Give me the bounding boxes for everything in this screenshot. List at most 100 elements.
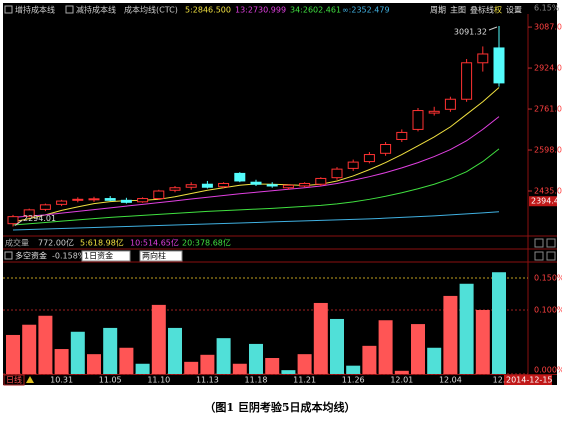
bar — [87, 354, 101, 374]
annotation-arrow — [488, 26, 498, 31]
bar — [330, 318, 344, 374]
dropdown-text[interactable]: 两向柱 — [142, 251, 166, 261]
candle-body — [396, 131, 408, 140]
panel-icon[interactable] — [4, 251, 13, 260]
bar — [443, 295, 458, 374]
price-marker — [529, 196, 557, 207]
y-tick-label: 0.100% — [534, 306, 562, 315]
x-tick-label: 11.13 — [196, 376, 219, 385]
bar — [378, 320, 393, 374]
candle-body — [201, 183, 213, 188]
toolbar-item[interactable]: 成本均线(CTC) — [124, 5, 178, 15]
ma-line — [12, 116, 500, 218]
fund-value: -0.158% — [52, 252, 86, 261]
x-tick-label: 11.05 — [99, 376, 122, 385]
bar — [184, 361, 199, 374]
x-tick-label: 11.10 — [147, 376, 170, 385]
legend-entry: 13:2730.999 — [235, 6, 286, 15]
ma-line — [12, 148, 500, 226]
period-icon[interactable] — [26, 376, 34, 383]
bar — [459, 283, 474, 374]
candle-body — [412, 110, 424, 130]
y-tick-label: 2598.0 — [534, 146, 562, 155]
bar — [168, 327, 182, 374]
candle-body — [380, 143, 392, 154]
x-tick-label: 11.26 — [342, 376, 365, 385]
candle-body — [153, 190, 165, 200]
candle-body — [7, 216, 19, 225]
checkbox[interactable] — [65, 5, 74, 14]
fund-title: 多空资金 — [15, 251, 47, 261]
candle-body — [477, 53, 489, 64]
dropdown-text[interactable]: 1日资金 — [84, 251, 113, 261]
candle-body — [120, 199, 132, 203]
bar — [249, 343, 263, 374]
candle-body — [234, 172, 246, 182]
cursor-date: 2014-12-15 — [506, 376, 553, 385]
volume-title: 成交量 — [5, 238, 29, 248]
bar — [216, 338, 231, 374]
legend-entry: 34:2602.461 — [290, 6, 341, 15]
menu-item[interactable]: 周期 — [430, 6, 446, 15]
bar — [265, 358, 280, 374]
legend-entry: 5:2846.500 — [185, 6, 231, 15]
toolbar-item[interactable]: 减持成本线 — [76, 5, 116, 15]
y-tick-label: 0.150% — [534, 274, 562, 283]
caption: （图1 巨阴考验5日成本均线） — [204, 400, 355, 414]
candle-body — [266, 184, 278, 187]
checkbox[interactable] — [4, 5, 13, 14]
panel-button[interactable] — [546, 251, 556, 261]
corner-label: 6.15% — [534, 4, 560, 13]
candle-body — [72, 198, 84, 201]
menu-item[interactable]: 叠标线 — [470, 5, 494, 15]
candle-body — [56, 200, 68, 205]
candle-body — [363, 154, 375, 163]
bar — [200, 354, 215, 374]
menu-item[interactable]: 主图 — [450, 5, 466, 15]
candle-body — [104, 198, 116, 201]
candle-body — [347, 161, 359, 169]
bar — [151, 304, 166, 374]
bar — [394, 370, 409, 374]
menu-item[interactable]: 权 — [494, 5, 502, 15]
high-label: 3091.32 — [454, 27, 487, 36]
bar — [281, 370, 296, 374]
bar — [6, 334, 20, 374]
x-tick-label: 12.01 — [390, 376, 413, 385]
x-tick-label: 11.18 — [245, 376, 268, 385]
bar — [232, 363, 247, 374]
period-button[interactable] — [3, 374, 25, 386]
x-tick-label: 12. — [493, 376, 506, 385]
candle-body — [461, 62, 473, 100]
bar — [103, 327, 118, 374]
panel-background — [3, 3, 557, 385]
legend-entry: ∞:2352.479 — [342, 6, 390, 15]
bar — [38, 315, 53, 374]
volume-value: 772.00亿 — [38, 238, 74, 248]
toolbar-item[interactable]: 增持成本线 — [15, 5, 55, 15]
dropdown[interactable] — [81, 250, 131, 262]
bar — [492, 272, 506, 374]
period-label[interactable]: 日线 — [6, 375, 22, 385]
menu-item[interactable]: 设置 — [506, 5, 522, 15]
bar — [135, 363, 150, 374]
bar — [475, 310, 490, 374]
y-tick-label: 0.000% — [534, 366, 562, 375]
low-label: 2294.01 — [23, 214, 56, 223]
candle-body — [493, 47, 505, 84]
candle-body — [23, 209, 35, 217]
cursor-date-box — [504, 375, 552, 385]
panel-button[interactable] — [534, 238, 544, 248]
bar — [119, 347, 134, 374]
panel-button[interactable] — [546, 238, 556, 248]
candle-body — [169, 187, 181, 191]
bar — [70, 331, 85, 374]
candle-body — [444, 98, 456, 110]
y-tick-label: 3087.0 — [534, 23, 562, 32]
y-tick-label: 2761.0 — [534, 105, 562, 114]
dropdown[interactable] — [139, 250, 183, 262]
bar — [411, 324, 425, 374]
candle-body — [185, 184, 197, 188]
bar — [22, 324, 37, 374]
panel-button[interactable] — [534, 251, 544, 261]
